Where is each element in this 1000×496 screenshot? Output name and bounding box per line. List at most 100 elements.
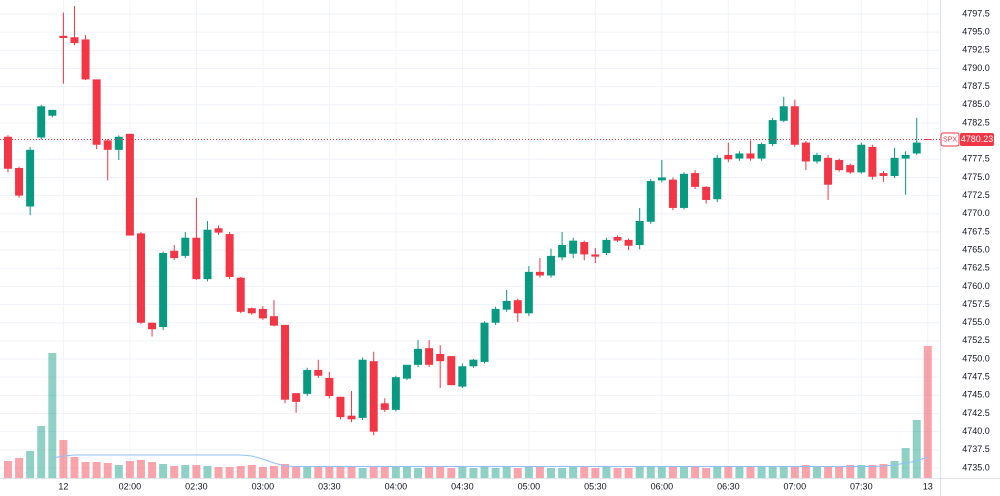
candle-body [646,181,655,222]
candle-body [59,35,68,38]
volume-bar [103,463,112,478]
x-tick-label: 04:30 [451,481,474,491]
volume-bar [347,467,356,478]
last-price-box [960,132,994,146]
candle-body [480,322,489,362]
candle-body [602,239,611,253]
volume-bar [136,460,145,478]
y-tick-label: 4747.5 [962,372,990,382]
candle-body [469,359,478,367]
volume-bar [535,467,544,478]
candle-body [580,242,589,255]
candle-body [757,144,766,159]
candle-body [369,361,378,432]
candle-body [347,415,356,420]
volume-bar [203,466,212,478]
y-tick-label: 4770.0 [962,208,990,218]
x-tick-label: 04:00 [385,481,408,491]
candle-body [414,348,423,365]
candle-body [269,316,278,326]
volume-bar [225,467,234,478]
candle-body [425,348,434,365]
candle-body [292,393,301,402]
candle-body [624,239,633,246]
symbol-label: SPX [943,136,957,143]
volume-bar [768,466,777,478]
candle-body [569,240,578,254]
candle-body [668,179,677,208]
volume-bar [281,464,290,478]
candle-body [258,308,267,319]
volume-bar [303,467,312,478]
candle-body [768,120,777,145]
volume-bar [81,462,90,478]
volume-bar [258,467,267,478]
y-tick-label: 4760.0 [962,281,990,291]
volume-bar [846,465,855,478]
x-tick-label: 02:30 [185,481,208,491]
volume-bar [835,466,844,478]
candle-body [203,229,212,280]
volume-bar [325,467,334,478]
candle-body [70,37,79,44]
volume-bar [292,466,301,478]
y-tick-label: 4742.5 [962,408,990,418]
candle-body [81,39,90,80]
candle-body [901,154,910,159]
candle-body [835,160,844,171]
last-price-label: 4780.23 [961,134,994,144]
x-tick-label: 03:30 [318,481,341,491]
candle-body [314,369,323,376]
x-tick-label: 12 [58,481,68,491]
candle-body [358,359,367,418]
candle-body [37,106,46,138]
volume-bar [114,465,123,478]
volume-bar [524,466,533,478]
candle-body [192,237,201,280]
volume-bar [402,466,411,478]
volume-bar [469,468,478,478]
candle-body [225,234,234,277]
volume-bar [558,468,567,478]
volume-ma-line [52,454,928,467]
volume-bar [314,466,323,478]
candle-body [713,157,722,200]
candle-body [458,366,467,387]
volume-bar [458,467,467,478]
volume-bar [702,468,711,478]
candle-body [436,353,445,362]
candle-body [303,369,312,394]
volume-bar [425,467,434,478]
y-tick-label: 4797.5 [962,8,990,18]
x-tick-label: 03:00 [252,481,275,491]
candle-body [15,168,24,196]
volume-bar [48,353,57,478]
y-tick-label: 4787.5 [962,81,990,91]
candle-body [125,133,134,236]
volume-bar [668,467,677,478]
volume-bar [92,462,101,478]
volume-bar [181,465,190,478]
volume-bar [247,465,256,478]
candle-body [26,149,35,207]
volume-bar [70,457,79,478]
candle-body [547,255,556,276]
volume-bar [436,467,445,478]
candle-body [3,136,12,169]
volume-bar [857,465,866,478]
candle-body [336,396,345,418]
volume-bars [3,346,932,478]
volume-bar [358,468,367,478]
candle-body [868,146,877,177]
candle-body [391,377,400,410]
volume-bar [923,346,932,478]
symbol-box [940,132,960,147]
volume-bar [735,466,744,478]
volume-bar [635,467,644,478]
candle-body [170,250,179,259]
volume-bar [269,466,278,478]
candle-body [613,237,622,241]
volume-bar [26,451,35,478]
